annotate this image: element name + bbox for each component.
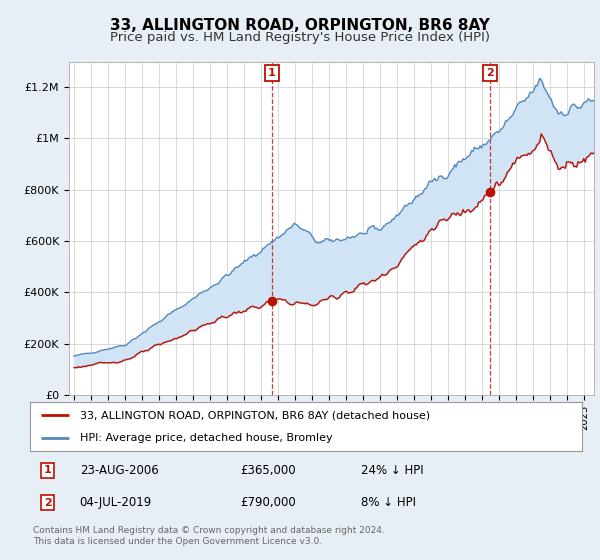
Text: 23-AUG-2006: 23-AUG-2006 [80,464,158,477]
Text: 24% ↓ HPI: 24% ↓ HPI [361,464,424,477]
Text: 33, ALLINGTON ROAD, ORPINGTON, BR6 8AY: 33, ALLINGTON ROAD, ORPINGTON, BR6 8AY [110,18,490,33]
Text: 8% ↓ HPI: 8% ↓ HPI [361,496,416,509]
Text: 33, ALLINGTON ROAD, ORPINGTON, BR6 8AY (detached house): 33, ALLINGTON ROAD, ORPINGTON, BR6 8AY (… [80,410,430,421]
Text: £365,000: £365,000 [240,464,295,477]
Text: Contains HM Land Registry data © Crown copyright and database right 2024.
This d: Contains HM Land Registry data © Crown c… [33,526,385,546]
Text: 04-JUL-2019: 04-JUL-2019 [80,496,152,509]
Text: 1: 1 [268,68,276,78]
Text: 1: 1 [44,465,52,475]
Text: Price paid vs. HM Land Registry's House Price Index (HPI): Price paid vs. HM Land Registry's House … [110,31,490,44]
Text: 2: 2 [44,497,52,507]
Text: 2: 2 [487,68,494,78]
Text: £790,000: £790,000 [240,496,296,509]
Text: HPI: Average price, detached house, Bromley: HPI: Average price, detached house, Brom… [80,433,332,443]
